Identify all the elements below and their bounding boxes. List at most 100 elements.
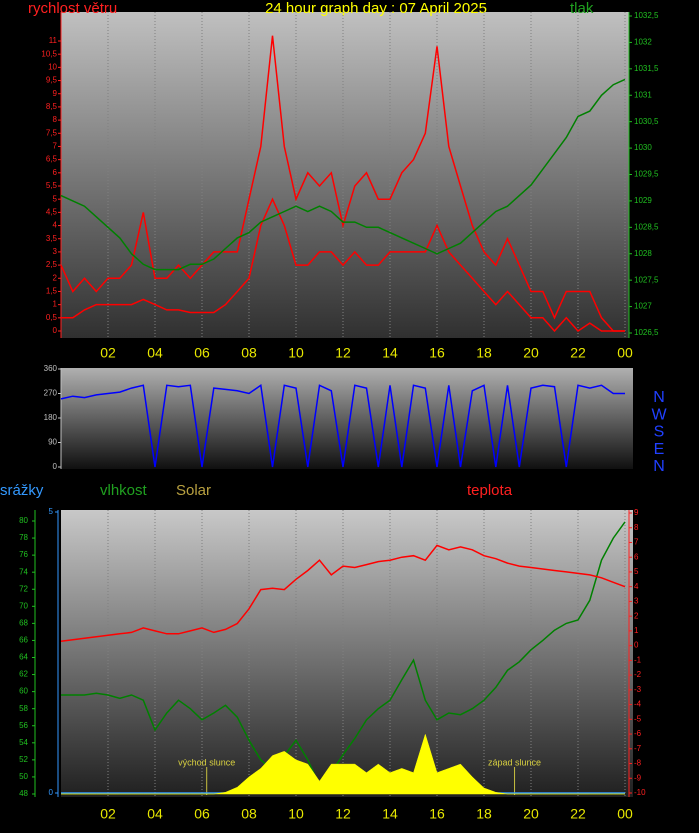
y-tick-label: 70 xyxy=(19,601,28,610)
y-tick-label: 6,5 xyxy=(46,155,58,164)
y-tick-label: 68 xyxy=(19,618,28,627)
x-tick-label: 10 xyxy=(288,806,304,822)
x-tick-label: 14 xyxy=(382,345,398,361)
y-tick-label: 360 xyxy=(44,364,58,373)
y-tick-label: 6 xyxy=(634,552,639,561)
y-tick-label: -7 xyxy=(634,744,642,753)
x-tick-label: 12 xyxy=(335,806,351,822)
direction-label: W xyxy=(651,406,667,423)
y-tick-label: 1031,5 xyxy=(634,64,659,73)
direction-label: N xyxy=(653,389,665,406)
legend-label: tlak xyxy=(570,0,594,17)
y-tick-label: -3 xyxy=(634,685,642,694)
x-tick-label: 14 xyxy=(382,806,398,822)
y-tick-label: -10 xyxy=(634,788,646,797)
y-tick-label: 1030 xyxy=(634,143,652,152)
y-tick-label: 270 xyxy=(44,389,58,398)
y-tick-label: 1 xyxy=(634,626,639,635)
y-tick-label: 4,5 xyxy=(46,207,58,216)
x-tick-label: 06 xyxy=(194,806,210,822)
y-tick-label: 54 xyxy=(19,738,28,747)
y-tick-label: 0 xyxy=(53,326,58,335)
plot-area xyxy=(61,368,633,469)
y-tick-label: 5 xyxy=(49,507,54,516)
plot-area xyxy=(61,12,629,338)
x-tick-label: 20 xyxy=(523,345,539,361)
y-tick-label: 3 xyxy=(634,597,639,606)
y-tick-label: 2 xyxy=(53,273,58,282)
y-tick-label: 1,5 xyxy=(46,287,58,296)
y-tick-label: 1028,5 xyxy=(634,222,659,231)
direction-label: E xyxy=(654,441,665,458)
y-tick-label: 80 xyxy=(19,516,28,525)
y-tick-label: 60 xyxy=(19,687,28,696)
y-tick-label: 1029,5 xyxy=(634,170,659,179)
y-tick-label: 9 xyxy=(53,89,58,98)
y-tick-label: -6 xyxy=(634,729,642,738)
x-tick-label: 00 xyxy=(617,345,633,361)
line xyxy=(60,35,625,332)
y-tick-label: 2,5 xyxy=(46,260,58,269)
y-tick-label: 0 xyxy=(634,641,639,650)
y-tick-label: 1030,5 xyxy=(634,117,659,126)
chart-title: 24 hour graph day : 07 April 2025 xyxy=(265,0,487,17)
legend-label: rychlost větru xyxy=(28,0,117,17)
y-tick-label: -1 xyxy=(634,655,642,664)
legend-label: vlhkost xyxy=(100,482,148,499)
y-tick-label: 10 xyxy=(48,62,57,71)
y-tick-label: 0 xyxy=(49,788,54,797)
annotation: východ slunce xyxy=(178,757,235,767)
y-tick-label: 3,5 xyxy=(46,234,58,243)
y-tick-label: 4 xyxy=(53,221,58,230)
x-tick-label: 18 xyxy=(476,806,492,822)
plot-area xyxy=(61,510,633,797)
y-tick-label: 56 xyxy=(19,721,28,730)
y-tick-label: 48 xyxy=(19,789,28,798)
y-tick-label: 1027 xyxy=(634,302,652,311)
annotation: západ slunce xyxy=(488,757,541,767)
line xyxy=(61,197,625,333)
y-tick-label: -8 xyxy=(634,759,642,768)
y-tick-label: 4 xyxy=(634,582,639,591)
y-tick-label: 1026,5 xyxy=(634,328,659,337)
y-tick-label: 180 xyxy=(44,413,58,422)
x-tick-label: 02 xyxy=(100,345,116,361)
y-tick-label: 50 xyxy=(19,772,28,781)
legend-label: Solar xyxy=(176,482,211,499)
y-tick-label: -4 xyxy=(634,700,642,709)
y-tick-label: 52 xyxy=(19,755,28,764)
y-tick-label: 8 xyxy=(634,523,639,532)
y-tick-label: 0,5 xyxy=(46,313,58,322)
x-tick-label: 18 xyxy=(476,345,492,361)
y-tick-label: -9 xyxy=(634,773,642,782)
y-tick-label: 1 xyxy=(53,300,58,309)
x-tick-label: 16 xyxy=(429,806,445,822)
x-tick-label: 22 xyxy=(570,806,586,822)
y-tick-label: 64 xyxy=(19,653,28,662)
y-tick-label: 90 xyxy=(48,438,57,447)
y-tick-label: 5 xyxy=(53,194,58,203)
legend-label: teplota xyxy=(467,482,513,499)
x-tick-label: 00 xyxy=(617,806,633,822)
y-tick-label: 78 xyxy=(19,533,28,542)
x-tick-label: 04 xyxy=(147,806,163,822)
y-tick-label: -2 xyxy=(634,670,642,679)
y-tick-label: 8,5 xyxy=(46,102,58,111)
y-tick-label: 58 xyxy=(19,704,28,713)
y-tick-label: 1032,5 xyxy=(634,11,659,20)
x-tick-label: 16 xyxy=(429,345,445,361)
y-tick-label: 66 xyxy=(19,636,28,645)
x-tick-label: 10 xyxy=(288,345,304,361)
y-tick-label: 1032 xyxy=(634,38,652,47)
y-tick-label: 6 xyxy=(53,168,58,177)
x-tick-label: 12 xyxy=(335,345,351,361)
y-tick-label: 74 xyxy=(19,567,28,576)
y-tick-label: 7 xyxy=(634,538,639,547)
y-tick-label: 3 xyxy=(53,247,58,256)
y-tick-label: 0 xyxy=(53,462,58,471)
line xyxy=(60,383,625,468)
x-tick-label: 06 xyxy=(194,345,210,361)
line xyxy=(60,78,626,271)
